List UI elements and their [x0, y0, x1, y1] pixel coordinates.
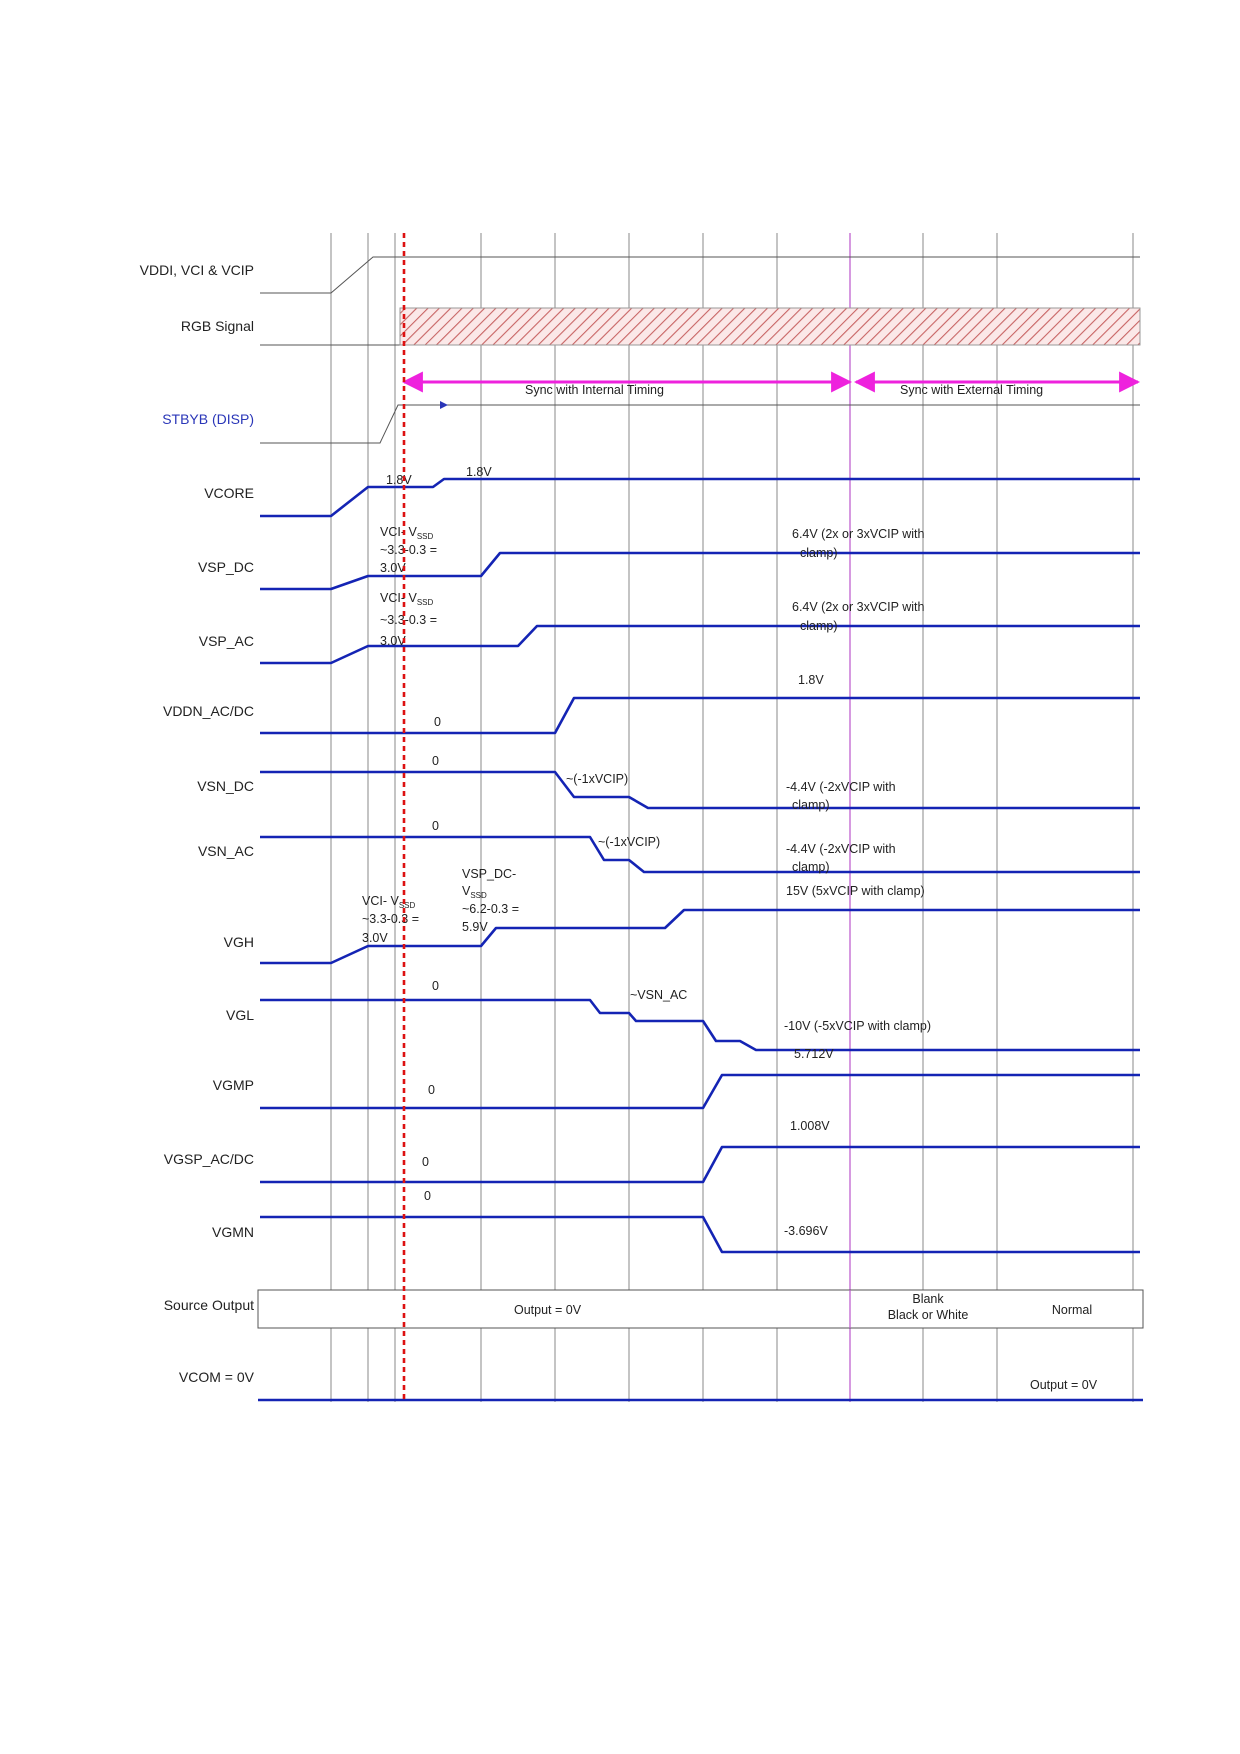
vsn-ac-end-line2: clamp)	[792, 860, 830, 874]
vgmn-zero-value: 0	[424, 1189, 431, 1203]
vsn-ac-mid-value: ~(-1xVCIP)	[598, 835, 660, 849]
label-vsn-dc: VSN_DC	[197, 778, 254, 794]
vgmp-waveform	[260, 1073, 1140, 1110]
vsp-ac-end-line1: 6.4V (2x or 3xVCIP with	[792, 600, 925, 614]
rgb-signal	[260, 307, 1141, 346]
timing-arrows: Sync with Internal Timing Sync with Exte…	[401, 371, 1141, 397]
label-vgmp: VGMP	[213, 1077, 254, 1093]
time-grid	[330, 233, 1134, 1402]
vsn-ac-waveform	[260, 835, 1140, 874]
vsp-dc-end-line1: 6.4V (2x or 3xVCIP with	[792, 527, 925, 541]
label-rgb: RGB Signal	[181, 318, 254, 334]
signal-labels: VDDI, VCI & VCIP RGB Signal STBYB (DISP)…	[140, 262, 255, 1385]
vsp-ac-end-line2: clamp)	[800, 619, 838, 633]
vsp-ac-waveform	[260, 624, 1140, 665]
vsp-ac-start-line2: ~3.3-0.3 =	[380, 613, 437, 627]
vgh-mid-line1: VSP_DC-	[462, 867, 516, 881]
source-output-zero: Output = 0V	[514, 1303, 582, 1317]
vgsp-end-value: 1.008V	[790, 1119, 830, 1133]
vgl-end-value: -10V (-5xVCIP with clamp)	[784, 1019, 931, 1033]
vsp-ac-start-line1: VCI- VSSD	[380, 591, 433, 607]
external-timing-label: Sync with External Timing	[900, 383, 1043, 397]
vcore-end-value: 1.8V	[466, 465, 492, 479]
vgmn-waveform	[260, 1215, 1140, 1254]
vgh-mid-line2: VSSD	[462, 884, 487, 900]
stbyb-waveform	[260, 401, 1140, 444]
vgl-zero-value: 0	[432, 979, 439, 993]
vddn-waveform	[260, 696, 1140, 735]
vcore-waveform	[260, 477, 1140, 518]
vgh-start-line2: ~3.3-0.3 =	[362, 912, 419, 926]
vgh-mid-line3: ~6.2-0.3 =	[462, 902, 519, 916]
stbyb-arrowhead	[440, 401, 448, 409]
stbyb-line	[260, 404, 1140, 444]
label-vcom: VCOM = 0V	[179, 1369, 255, 1385]
label-vgh: VGH	[224, 934, 254, 950]
vgsp-waveform	[260, 1145, 1140, 1184]
source-output-blank: Blank	[912, 1292, 944, 1306]
vddi-waveform	[260, 256, 1140, 294]
vsn-dc-mid-value: ~(-1xVCIP)	[566, 772, 628, 786]
label-vcore: VCORE	[204, 485, 254, 501]
label-vddn: VDDN_AC/DC	[163, 703, 254, 719]
voltage-annotations: 1.8V 1.8V VCI- VSSD ~3.3-0.3 = 3.0V 6.4V…	[362, 465, 931, 1238]
vsp-dc-waveform	[260, 551, 1140, 591]
vgh-start-line3: 3.0V	[362, 931, 388, 945]
vgl-mid-value: ~VSN_AC	[630, 988, 687, 1002]
vddn-end-value: 1.8V	[798, 673, 824, 687]
label-vsp-dc: VSP_DC	[198, 559, 254, 575]
vgl-waveform	[260, 998, 1140, 1052]
waveforms	[258, 477, 1143, 1402]
vsn-dc-zero-value: 0	[432, 754, 439, 768]
vsn-dc-end-line2: clamp)	[792, 798, 830, 812]
vsp-dc-start-line3: 3.0V	[380, 561, 406, 575]
label-vgl: VGL	[226, 1007, 254, 1023]
vsp-dc-start-line2: ~3.3-0.3 =	[380, 543, 437, 557]
source-output-black-white: Black or White	[888, 1308, 969, 1322]
vgmp-end-value: 5.712V	[794, 1047, 834, 1061]
source-output-box: Output = 0V Blank Black or White Normal	[257, 1289, 1144, 1329]
vddn-zero-value: 0	[434, 715, 441, 729]
vsn-dc-waveform	[260, 770, 1140, 810]
rgb-active-band	[399, 307, 1141, 346]
vsn-dc-end-line1: -4.4V (-2xVCIP with	[786, 780, 896, 794]
vsn-ac-zero-value: 0	[432, 819, 439, 833]
vgh-end-value: 15V (5xVCIP with clamp)	[786, 884, 925, 898]
vgh-waveform	[260, 908, 1140, 965]
label-vddi: VDDI, VCI & VCIP	[140, 262, 254, 278]
internal-timing-label: Sync with Internal Timing	[525, 383, 664, 397]
vgmn-end-value: -3.696V	[784, 1224, 828, 1238]
label-vsn-ac: VSN_AC	[198, 843, 254, 859]
source-output-frame	[257, 1289, 1144, 1329]
vsp-dc-start-line1: VCI- VSSD	[380, 525, 433, 541]
vgmp-zero-value: 0	[428, 1083, 435, 1097]
label-vgmn: VGMN	[212, 1224, 254, 1240]
label-source-output: Source Output	[164, 1297, 254, 1313]
label-stbyb: STBYB (DISP)	[162, 411, 254, 427]
vsp-ac-start-line3: 3.0V	[380, 634, 406, 648]
vsp-dc-end-line2: clamp)	[800, 546, 838, 560]
vgsp-zero-value: 0	[422, 1155, 429, 1169]
vsn-ac-end-line1: -4.4V (-2xVCIP with	[786, 842, 896, 856]
vcore-start-value: 1.8V	[386, 473, 412, 487]
label-vgsp: VGSP_AC/DC	[164, 1151, 254, 1167]
vgh-mid-line4: 5.9V	[462, 920, 488, 934]
source-output-normal: Normal	[1052, 1303, 1092, 1317]
vcom-output-label: Output = 0V	[1030, 1378, 1098, 1392]
vgh-start-line1: VCI- VSSD	[362, 894, 415, 910]
label-vsp-ac: VSP_AC	[199, 633, 254, 649]
